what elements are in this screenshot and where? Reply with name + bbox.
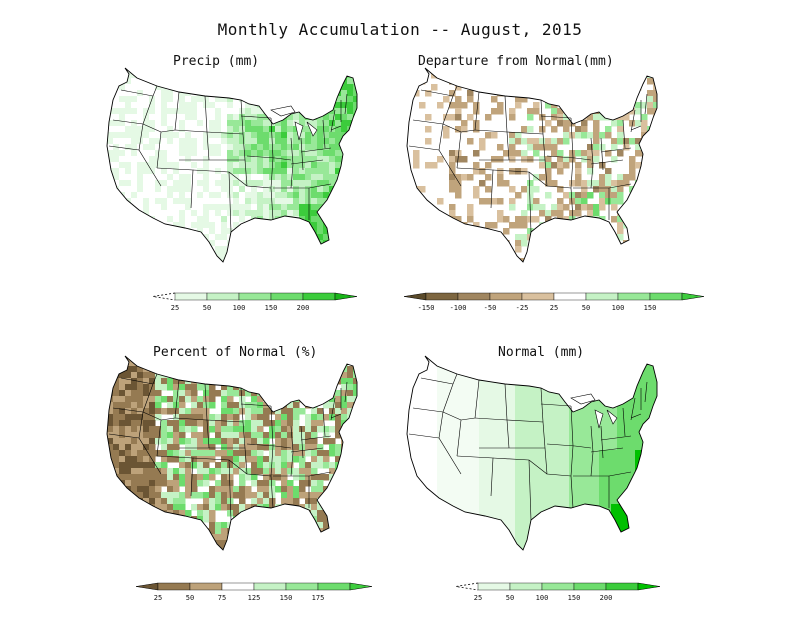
colorbar-tick-label: 75 <box>218 594 226 602</box>
colorbar-tick-label: 175 <box>312 594 325 602</box>
colorbar-swatch <box>585 292 619 301</box>
colorbar-swatch <box>521 292 555 301</box>
colorbar-tick-label: 200 <box>600 594 613 602</box>
normal-colorbar: 25 50 100 150 200 <box>455 582 661 602</box>
colorbar-tick-label: 50 <box>582 304 590 312</box>
colorbar-swatch <box>509 582 543 591</box>
colorbar-tick-label: 200 <box>297 304 310 312</box>
figure-title: Monthly Accumulation -- August, 2015 <box>217 20 583 39</box>
percent-outline <box>106 355 358 551</box>
percent-panel-title: Percent of Normal (%) <box>153 345 318 360</box>
colorbar-tick-label: -50 <box>484 304 497 312</box>
colorbar-swatch <box>302 292 336 301</box>
normal-fill <box>437 356 657 550</box>
colorbar-tick-label: 50 <box>186 594 194 602</box>
colorbar-tick-label: 150 <box>644 304 657 312</box>
departure-panel-title: Departure from Normal(mm) <box>418 54 614 69</box>
colorbar-swatch <box>553 292 587 301</box>
normal-panel-title: Normal (mm) <box>498 345 585 360</box>
colorbar-tick-label: 50 <box>203 304 211 312</box>
colorbar-swatch <box>206 292 240 301</box>
colorbar-tick-label: 150 <box>568 594 581 602</box>
precip-map <box>106 67 358 263</box>
colorbar-swatch <box>457 292 491 301</box>
colorbar-tick-label: -150 <box>418 304 435 312</box>
precip-outline <box>106 67 358 263</box>
precip-panel-title: Precip (mm) <box>173 54 260 69</box>
departure-map <box>406 67 658 263</box>
colorbar-swatch <box>285 582 319 591</box>
colorbar-tick-label: 150 <box>280 594 293 602</box>
colorbar-swatch <box>174 292 208 301</box>
colorbar-swatch <box>477 582 511 591</box>
colorbar-swatch <box>649 292 683 301</box>
colorbar-swatch <box>238 292 272 301</box>
colorbar-tick-label: 150 <box>265 304 278 312</box>
colorbar-tick-label: 100 <box>536 594 549 602</box>
colorbar-swatch <box>425 292 459 301</box>
colorbar-swatch <box>189 582 223 591</box>
normal-outline <box>406 355 658 551</box>
colorbar-swatch <box>221 582 255 591</box>
colorbar-swatch <box>541 582 575 591</box>
colorbar-tick-label: 100 <box>233 304 246 312</box>
colorbar-tick-label: 25 <box>550 304 558 312</box>
colorbar-tick-label: 25 <box>154 594 162 602</box>
colorbar-tick-label: 25 <box>171 304 179 312</box>
colorbar-swatch <box>270 292 304 301</box>
colorbar-swatch <box>253 582 287 591</box>
departure-colorbar: -150 -100 -50 -25 25 50 100 150 <box>403 292 705 312</box>
departure-outline <box>406 67 658 263</box>
colorbar-tick-label: -100 <box>450 304 467 312</box>
normal-map <box>406 355 658 551</box>
colorbar-swatch <box>317 582 351 591</box>
percent-colorbar: 25 50 75 125 150 175 <box>135 582 373 602</box>
colorbar-tick-label: 50 <box>506 594 514 602</box>
colorbar-swatch <box>573 582 607 591</box>
colorbar-swatch <box>605 582 639 591</box>
percent-map <box>106 355 358 551</box>
colorbar-tick-label: 125 <box>248 594 261 602</box>
colorbar-tick-label: -25 <box>516 304 529 312</box>
precip-colorbar: 25 50 100 150 200 <box>152 292 358 312</box>
colorbar-swatch <box>617 292 651 301</box>
colorbar-swatch <box>157 582 191 591</box>
colorbar-tick-label: 25 <box>474 594 482 602</box>
colorbar-tick-label: 100 <box>612 304 625 312</box>
colorbar-swatch <box>489 292 523 301</box>
